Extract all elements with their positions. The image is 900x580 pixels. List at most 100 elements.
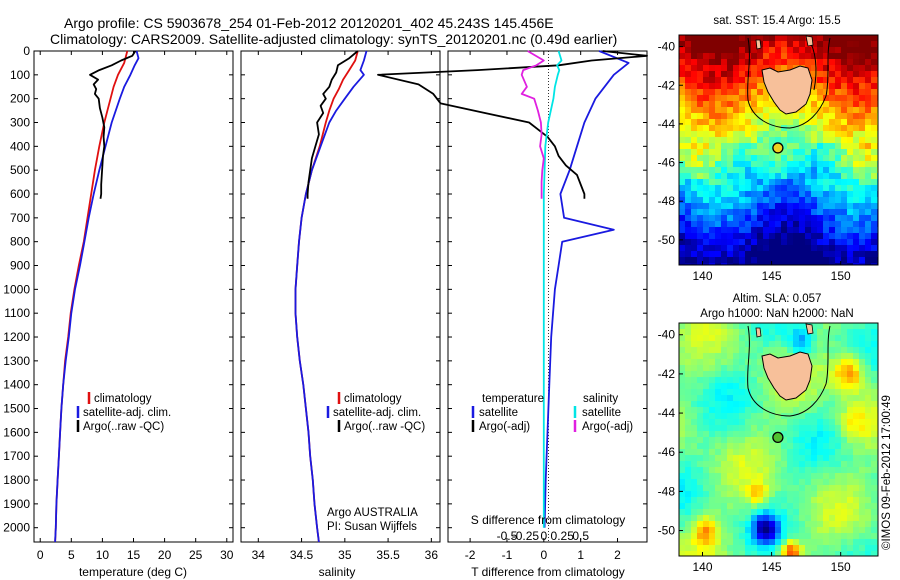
heatmap-cell <box>769 443 775 449</box>
heatmap-cell <box>775 395 781 401</box>
heatmap-cell <box>727 155 733 161</box>
heatmap-cell <box>721 377 727 383</box>
heatmap-cell <box>727 407 733 413</box>
heatmap-cell <box>775 515 781 521</box>
heatmap-cell <box>859 263 865 265</box>
heatmap-cell <box>697 413 703 419</box>
salinity-xlabel: salinity <box>319 565 356 579</box>
sst-map-frame <box>678 34 879 266</box>
heatmap-cell <box>739 371 745 377</box>
heatmap-cell <box>727 551 733 556</box>
heatmap-cell <box>781 251 787 257</box>
heatmap-cell <box>799 233 805 239</box>
heatmap-cell <box>685 503 691 509</box>
heatmap-cell <box>865 467 871 473</box>
heatmap-cell <box>859 137 865 143</box>
heatmap-cell <box>853 71 859 77</box>
heatmap-cell <box>721 161 727 167</box>
heatmap-cell <box>799 257 805 263</box>
heatmap-cell <box>769 323 775 329</box>
heatmap-cell <box>829 365 835 371</box>
heatmap-cell <box>817 233 823 239</box>
heatmap-cell <box>685 509 691 515</box>
heatmap-cell <box>727 113 733 119</box>
heatmap-cell <box>721 527 727 533</box>
heatmap-cell <box>703 83 709 89</box>
heatmap-cell <box>865 203 871 209</box>
heatmap-cell <box>799 173 805 179</box>
heatmap-cell <box>835 191 841 197</box>
heatmap-cell <box>787 335 793 341</box>
heatmap-cell <box>721 401 727 407</box>
heatmap-cell <box>853 515 859 521</box>
heatmap-cell <box>679 353 685 359</box>
heatmap-cell <box>739 77 745 83</box>
heatmap-cell <box>847 491 853 497</box>
heatmap-cell <box>775 161 781 167</box>
heatmap-cell <box>793 485 799 491</box>
heatmap-cell <box>787 425 793 431</box>
heatmap-cell <box>859 191 865 197</box>
heatmap-cell <box>697 359 703 365</box>
heatmap-cell <box>739 341 745 347</box>
heatmap-cell <box>751 359 757 365</box>
heatmap-cell <box>829 485 835 491</box>
heatmap-cell <box>835 173 841 179</box>
heatmap-cell <box>721 119 727 125</box>
heatmap-cell <box>793 347 799 353</box>
heatmap-cell <box>817 401 823 407</box>
heatmap-cell <box>703 149 709 155</box>
heatmap-cell <box>679 533 685 539</box>
heatmap-cell <box>793 161 799 167</box>
heatmap-cell <box>835 473 841 479</box>
heatmap-cell <box>811 437 817 443</box>
heatmap-cell <box>799 497 805 503</box>
heatmap-cell <box>739 185 745 191</box>
heatmap-cell <box>739 515 745 521</box>
heatmap-cell <box>823 389 829 395</box>
heatmap-cell <box>703 329 709 335</box>
heatmap-cell <box>703 143 709 149</box>
heatmap-cell <box>823 467 829 473</box>
heatmap-cell <box>817 323 823 329</box>
heatmap-cell <box>835 323 841 329</box>
heatmap-cell <box>697 35 703 41</box>
heatmap-cell <box>751 491 757 497</box>
heatmap-cell <box>715 449 721 455</box>
heatmap-cell <box>745 491 751 497</box>
heatmap-cell <box>835 395 841 401</box>
heatmap-cell <box>871 503 877 509</box>
heatmap-cell <box>817 107 823 113</box>
heatmap-cell <box>769 167 775 173</box>
heatmap-cell <box>769 485 775 491</box>
heatmap-cell <box>805 551 811 556</box>
heatmap-cell <box>745 179 751 185</box>
heatmap-cell <box>721 389 727 395</box>
heatmap-cell <box>763 443 769 449</box>
heatmap-cell <box>781 167 787 173</box>
heatmap-cell <box>871 107 877 113</box>
imos-watermark: ©IMOS 09-Feb-2012 17:00:49 <box>881 395 893 550</box>
heatmap-cell <box>769 467 775 473</box>
heatmap-cell <box>763 497 769 503</box>
heatmap-cell <box>793 137 799 143</box>
heatmap-cell <box>727 449 733 455</box>
heatmap-cell <box>805 443 811 449</box>
heatmap-cell <box>679 419 685 425</box>
heatmap-cell <box>739 197 745 203</box>
heatmap-cell <box>835 113 841 119</box>
heatmap-cell <box>769 491 775 497</box>
heatmap-cell <box>841 47 847 53</box>
heatmap-cell <box>685 335 691 341</box>
heatmap-cell <box>847 221 853 227</box>
heatmap-cell <box>799 47 805 53</box>
heatmap-cell <box>841 335 847 341</box>
heatmap-cell <box>715 65 721 71</box>
heatmap-cell <box>715 545 721 551</box>
heatmap-cell <box>703 221 709 227</box>
heatmap-cell <box>685 35 691 41</box>
heatmap-cell <box>733 353 739 359</box>
heatmap-cell <box>835 167 841 173</box>
heatmap-cell <box>685 389 691 395</box>
heatmap-cell <box>703 527 709 533</box>
